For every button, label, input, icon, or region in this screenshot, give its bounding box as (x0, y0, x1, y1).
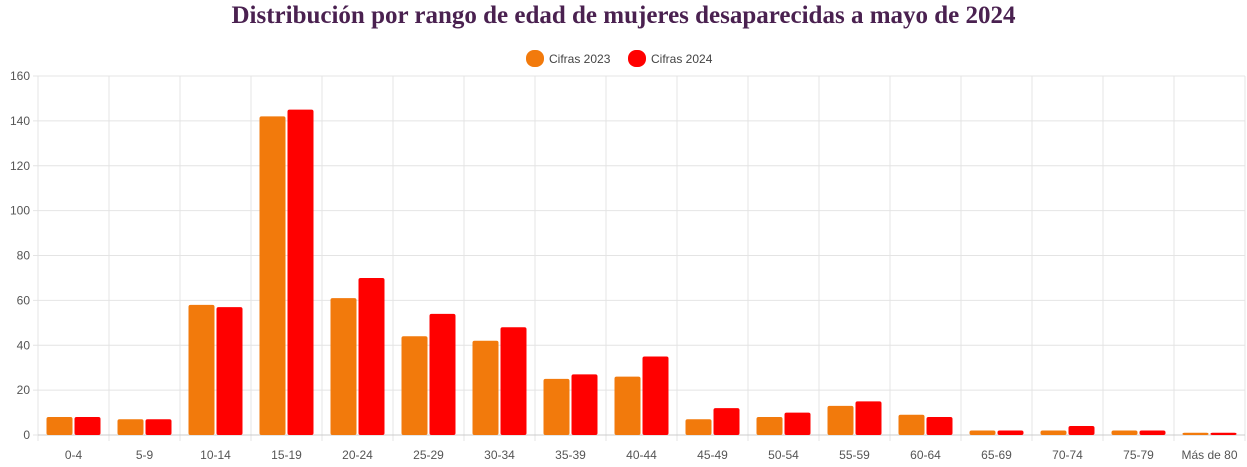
legend-swatch (628, 50, 646, 67)
x-tick-label: 55-59 (839, 448, 870, 462)
bar-2023-50-54[interactable] (756, 417, 783, 435)
bar-2024-65-69[interactable] (997, 430, 1024, 435)
bar-2024-15-19[interactable] (287, 109, 314, 435)
bar-2024-5-9[interactable] (145, 419, 172, 435)
bar-2023-Más de 80[interactable] (1182, 432, 1209, 435)
bar-2024-20-24[interactable] (358, 277, 385, 435)
bar-2023-30-34[interactable] (472, 340, 499, 435)
bar-2023-20-24[interactable] (330, 298, 357, 435)
y-tick-label: 20 (17, 383, 31, 397)
legend-label[interactable]: Cifras 2024 (651, 52, 713, 66)
y-tick-label: 60 (17, 293, 31, 307)
y-tick-label: 120 (10, 159, 30, 173)
x-tick-label: 25-29 (413, 448, 444, 462)
x-tick-label: 65-69 (981, 448, 1012, 462)
bar-2024-70-74[interactable] (1068, 426, 1095, 435)
chart-title: Distribución por rango de edad de mujere… (231, 2, 1016, 29)
x-tick-label: 35-39 (555, 448, 586, 462)
x-tick-label: 40-44 (626, 448, 657, 462)
bar-2024-50-54[interactable] (784, 412, 811, 435)
bar-2024-0-4[interactable] (74, 417, 101, 435)
bar-2024-60-64[interactable] (926, 417, 953, 435)
bar-2023-75-79[interactable] (1111, 430, 1138, 435)
x-tick-label: 10-14 (200, 448, 231, 462)
y-tick-label: 80 (17, 249, 31, 263)
bar-2023-0-4[interactable] (46, 417, 73, 435)
bar-2023-45-49[interactable] (685, 419, 712, 435)
bar-2023-35-39[interactable] (543, 378, 570, 435)
bar-2024-25-29[interactable] (429, 313, 456, 435)
bar-2023-5-9[interactable] (117, 419, 144, 435)
x-tick-label: 5-9 (136, 448, 154, 462)
bar-2023-15-19[interactable] (259, 116, 286, 435)
x-tick-label: 50-54 (768, 448, 799, 462)
x-tick-label: 20-24 (342, 448, 373, 462)
x-tick-label: 30-34 (484, 448, 515, 462)
y-tick-label: 100 (10, 204, 30, 218)
bar-2024-45-49[interactable] (713, 408, 740, 435)
bar-2023-40-44[interactable] (614, 376, 641, 435)
legend-swatch (526, 50, 544, 67)
bar-2023-60-64[interactable] (898, 414, 925, 435)
x-tick-label: 0-4 (65, 448, 83, 462)
bar-2024-55-59[interactable] (855, 401, 882, 435)
x-tick-label: Más de 80 (1181, 448, 1237, 462)
y-tick-label: 40 (17, 338, 31, 352)
y-tick-label: 0 (23, 428, 30, 442)
bar-2024-40-44[interactable] (642, 356, 669, 435)
x-tick-label: 60-64 (910, 448, 941, 462)
bar-2024-35-39[interactable] (571, 374, 598, 435)
bar-2024-10-14[interactable] (216, 307, 243, 435)
bar-2023-70-74[interactable] (1040, 430, 1067, 435)
bar-2023-65-69[interactable] (969, 430, 996, 435)
bar-2023-25-29[interactable] (401, 336, 428, 435)
y-axis: 0 20 40 60 80 100 120 140 160 (10, 69, 30, 442)
x-axis: 0-4 5-9 10-14 15-19 20-24 25-29 30-34 35-39 40-4… (38, 434, 1245, 462)
x-tick-label: 45-49 (697, 448, 728, 462)
y-tick-label: 140 (10, 114, 30, 128)
x-tick-label: 75-79 (1123, 448, 1154, 462)
bar-2023-55-59[interactable] (827, 405, 854, 435)
legend: Cifras 2023 Cifras 2024 (526, 50, 713, 67)
x-tick-label: 15-19 (271, 448, 302, 462)
y-tick-label: 160 (10, 69, 30, 83)
bar-2024-75-79[interactable] (1139, 430, 1166, 435)
bar-2024-30-34[interactable] (500, 327, 527, 435)
bar-2024-Más de 80[interactable] (1210, 432, 1237, 435)
grid-lines (33, 75, 1246, 441)
bar-2023-10-14[interactable] (188, 304, 215, 435)
legend-label[interactable]: Cifras 2023 (549, 52, 611, 66)
bars (46, 109, 1237, 435)
x-tick-label: 70-74 (1052, 448, 1083, 462)
